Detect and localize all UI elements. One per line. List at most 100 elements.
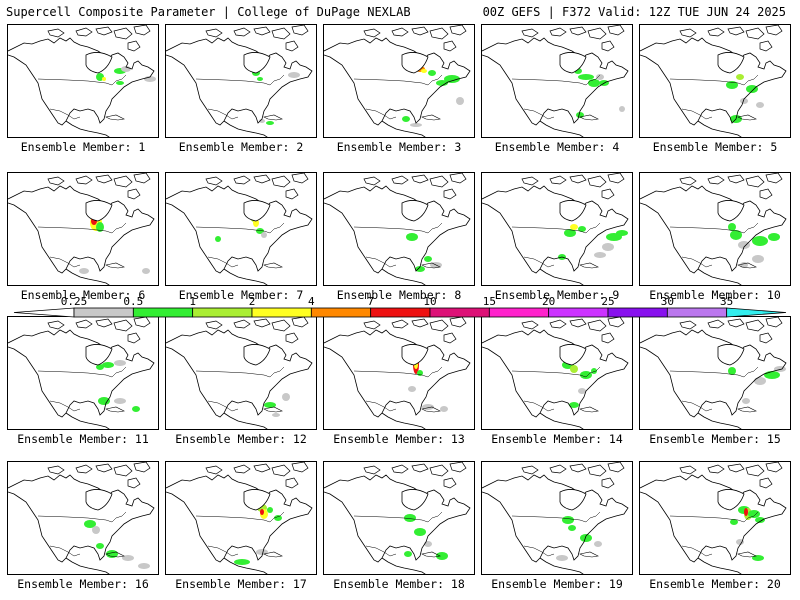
ensemble-member-label: Ensemble Member: 14 xyxy=(491,432,623,446)
north-america-map xyxy=(8,462,155,574)
scp-contour xyxy=(602,243,614,251)
ensemble-panel xyxy=(323,172,475,286)
scp-contour xyxy=(736,539,744,545)
colorbar-segment xyxy=(488,307,550,318)
scp-contour xyxy=(404,551,412,557)
country-border xyxy=(353,222,443,234)
scp-contour xyxy=(752,255,764,263)
map-title: Supercell Composite Parameter | College … xyxy=(6,5,411,19)
ensemble-member-label: Ensemble Member: 7 xyxy=(178,288,304,302)
scp-contour xyxy=(404,514,416,522)
scp-contour xyxy=(436,80,448,86)
scp-contour xyxy=(274,515,282,521)
coastline xyxy=(324,37,471,126)
scp-contour xyxy=(256,228,264,234)
scp-contour xyxy=(570,224,578,230)
north-america-map xyxy=(324,25,471,137)
ensemble-panel xyxy=(7,461,159,575)
scp-contour xyxy=(580,534,592,542)
colorbar-tick-label: 20 xyxy=(542,295,555,308)
country-border xyxy=(511,511,601,523)
scp-contour xyxy=(406,233,418,241)
scp-contour xyxy=(260,509,264,515)
scp-contour xyxy=(96,543,104,549)
colorbar-segment xyxy=(132,307,194,318)
north-america-map xyxy=(166,25,313,137)
coastline xyxy=(8,185,155,274)
country-border xyxy=(37,222,127,234)
ensemble-panel xyxy=(639,172,791,286)
country-border xyxy=(669,222,759,234)
scp-contour xyxy=(738,241,750,249)
ensemble-panel xyxy=(165,24,317,138)
scp-contour xyxy=(410,123,422,127)
scp-contour xyxy=(428,70,436,76)
north-america-map xyxy=(166,462,313,574)
ensemble-panel xyxy=(639,461,791,575)
scp-contour xyxy=(562,516,574,524)
scp-contour xyxy=(594,252,606,258)
scp-contour xyxy=(570,365,578,373)
north-america-map xyxy=(640,317,787,429)
scp-contour xyxy=(768,233,780,241)
colorbar-tick-label: 0.5 xyxy=(123,295,143,308)
north-america-map xyxy=(482,173,629,285)
ensemble-panel xyxy=(165,316,317,430)
scp-contour xyxy=(764,371,780,379)
ensemble-member-label: Ensemble Member: 13 xyxy=(333,432,465,446)
ensemble-member-label: Ensemble Member: 18 xyxy=(333,577,465,591)
country-border xyxy=(37,511,127,523)
coastline xyxy=(166,474,313,563)
scp-contour xyxy=(424,541,432,547)
scp-contour xyxy=(569,402,579,408)
country-border xyxy=(37,74,127,86)
colorbar-tick-label: 1 xyxy=(189,295,196,308)
scp-contour xyxy=(756,102,764,108)
country-border xyxy=(511,222,601,234)
coastline xyxy=(324,185,471,274)
scp-contour xyxy=(96,222,104,232)
scp-contour xyxy=(96,364,104,370)
scp-contour xyxy=(424,256,432,262)
scp-contour xyxy=(619,106,625,112)
ensemble-member-label: Ensemble Member: 5 xyxy=(652,140,778,154)
colorbar-tick-label: 10 xyxy=(423,295,436,308)
coastline xyxy=(482,185,629,274)
coastline xyxy=(640,37,787,126)
colorbar-segment xyxy=(192,307,253,318)
scp-contour xyxy=(564,229,576,237)
scp-contour xyxy=(754,377,766,385)
colorbar-tick-label: 35 xyxy=(720,295,733,308)
run-info: 00Z GEFS | F372 Valid: 12Z TUE JUN 24 20… xyxy=(482,5,786,19)
colorbar-segment xyxy=(13,307,75,318)
country-border xyxy=(353,511,443,523)
scp-contour xyxy=(138,563,150,569)
scp-contour xyxy=(415,266,425,272)
colorbar-tick-label: 4 xyxy=(308,295,315,308)
colorbar-tick-label: 2 xyxy=(249,295,256,308)
ensemble-panel xyxy=(481,461,633,575)
north-america-map xyxy=(640,462,787,574)
colorbar: 0.25 0.5 1 2 4 7 10 15 20 25 30 35 xyxy=(13,295,787,318)
ensemble-member-label: Ensemble Member: 19 xyxy=(491,577,623,591)
ensemble-panel xyxy=(323,316,475,430)
scp-contour xyxy=(114,360,126,366)
north-america-map xyxy=(8,173,155,285)
colorbar-segment xyxy=(607,307,668,318)
scp-contour xyxy=(596,74,604,80)
scp-contour xyxy=(272,413,280,417)
ensemble-member-label: Ensemble Member: 4 xyxy=(494,140,620,154)
scp-contour xyxy=(408,386,416,392)
scp-contour xyxy=(257,77,263,81)
coastline xyxy=(640,474,787,563)
north-america-map xyxy=(166,317,313,429)
scp-contour xyxy=(556,555,568,561)
country-border xyxy=(195,74,285,86)
north-america-map xyxy=(482,25,629,137)
scp-contour xyxy=(568,525,576,531)
scp-contour xyxy=(440,406,448,412)
ensemble-panel xyxy=(323,24,475,138)
colorbar-tick-label: 0.25 xyxy=(61,295,88,308)
scp-contour xyxy=(594,541,602,547)
coastline xyxy=(324,474,471,563)
